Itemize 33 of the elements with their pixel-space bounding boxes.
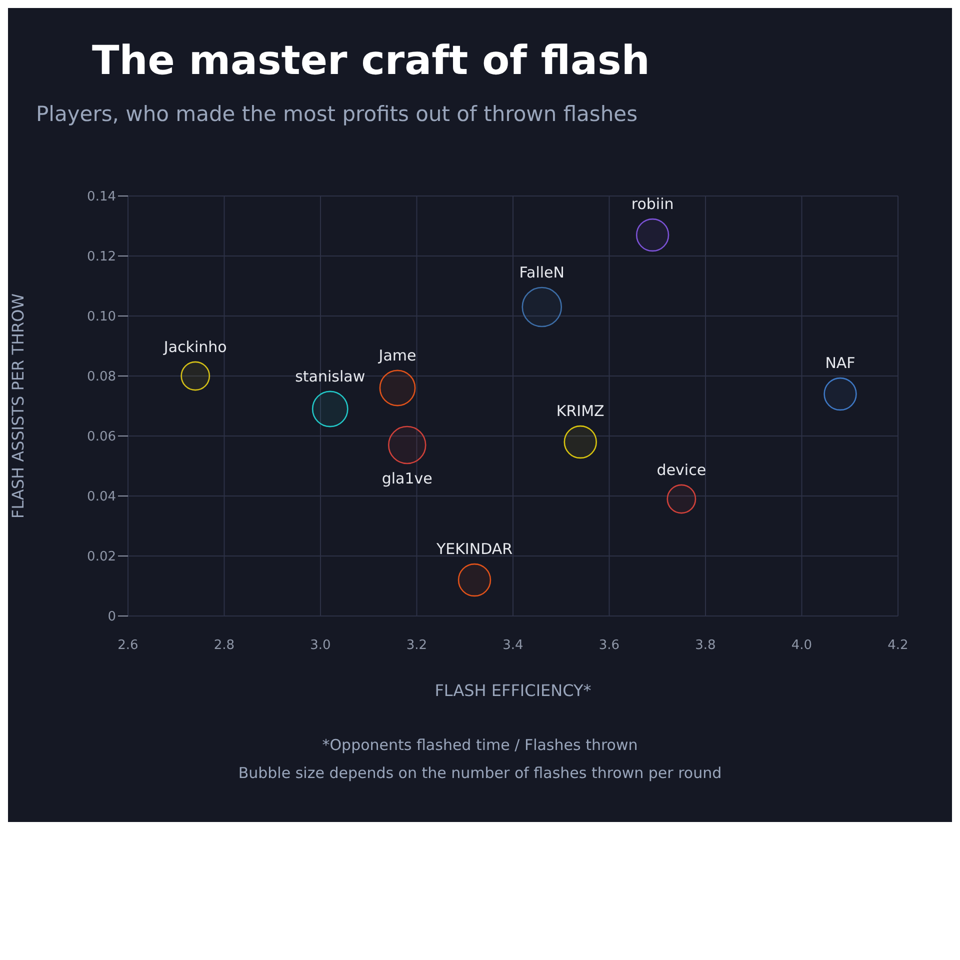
series-label: Jame: [378, 346, 416, 364]
series-label: robiin: [631, 195, 674, 214]
y-tick-label: 0.10: [87, 310, 116, 325]
x-tick-label: 3.2: [406, 638, 428, 654]
series-label: FalleN: [519, 264, 564, 282]
chart-title: The master craft of flash: [91, 38, 651, 84]
text: *Opponents flashed time / Flashes thrown: [321, 736, 639, 754]
x-tick-label: 3.0: [310, 638, 331, 654]
y-tick-label: 0.04: [87, 490, 116, 505]
x-axis-title: FLASH EFFICIENCY*: [434, 681, 592, 700]
x-tick-label: 4.2: [888, 638, 908, 654]
x-tick-label: 3.4: [502, 638, 524, 654]
series-label: gla1ve: [382, 470, 432, 488]
x-tick-label: 3.8: [695, 638, 716, 654]
series-label: Jackinho: [162, 338, 227, 356]
y-tick-label: 0.12: [87, 250, 116, 265]
y-tick-label: 0.06: [87, 430, 116, 445]
series-label: KRIMZ: [556, 402, 604, 420]
text: Bubble size depends on the number of flashes thrown per round: [237, 764, 723, 782]
y-tick-label: 0.02: [87, 550, 116, 565]
x-tick-label: 4.0: [791, 638, 812, 654]
x-tick-label: 2.6: [118, 638, 138, 654]
series-label: NAF: [825, 354, 856, 372]
y-tick-label: 0: [108, 610, 116, 625]
series-label: YEKINDAR: [435, 540, 513, 558]
y-tick-label: 0.14: [87, 190, 116, 205]
x-tick-label: 3.6: [598, 638, 620, 654]
y-axis-title: FLASH ASSISTS PER THROW: [8, 293, 28, 519]
chart-subtitle: Players, who made the most profits out of thrown flashes: [35, 102, 639, 126]
series-label: stanislaw: [295, 367, 366, 386]
y-tick-label: 0.08: [87, 370, 116, 385]
series-label: device: [656, 460, 706, 479]
x-tick-label: 2.8: [214, 638, 235, 654]
